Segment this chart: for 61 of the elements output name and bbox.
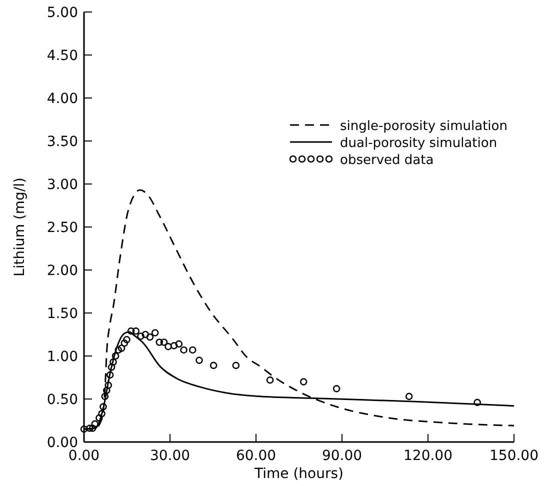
x-tick-label: 150.00 bbox=[490, 448, 538, 464]
point bbox=[405, 392, 413, 400]
point bbox=[474, 398, 481, 406]
y-tick-label: 1.50 bbox=[46, 306, 78, 322]
point bbox=[300, 378, 308, 386]
point bbox=[137, 332, 144, 340]
x-tick-label: 60.00 bbox=[236, 448, 276, 464]
point bbox=[160, 338, 168, 346]
point bbox=[180, 346, 188, 354]
y-tick-label: 2.50 bbox=[46, 220, 78, 236]
x-tick-label: 0.00 bbox=[68, 448, 100, 464]
y-tick-label: 2.00 bbox=[46, 263, 78, 279]
point bbox=[101, 392, 109, 400]
point bbox=[102, 386, 110, 394]
point bbox=[232, 362, 240, 370]
point bbox=[80, 425, 88, 433]
point bbox=[156, 338, 164, 346]
point bbox=[266, 376, 274, 384]
point bbox=[210, 362, 218, 370]
y-tick-label: 0.00 bbox=[46, 435, 78, 451]
x-tick-label: 30.00 bbox=[150, 448, 190, 464]
point bbox=[110, 358, 117, 366]
x-tick-label: 90.00 bbox=[322, 448, 362, 464]
y-tick-label: 4.00 bbox=[46, 91, 78, 107]
point bbox=[114, 346, 122, 354]
point bbox=[151, 329, 159, 336]
point bbox=[188, 346, 196, 354]
point bbox=[98, 410, 106, 418]
point bbox=[106, 371, 114, 379]
y-tick-label: 3.00 bbox=[46, 177, 78, 193]
point bbox=[91, 420, 99, 428]
point bbox=[332, 385, 340, 392]
point bbox=[170, 342, 178, 350]
point bbox=[120, 339, 128, 347]
y-tick-label: 0.50 bbox=[46, 392, 78, 408]
point bbox=[146, 333, 154, 341]
point bbox=[108, 364, 116, 371]
point bbox=[88, 424, 96, 432]
point bbox=[104, 382, 112, 389]
point bbox=[164, 342, 172, 350]
point bbox=[112, 352, 120, 360]
y-tick-label: 5.00 bbox=[46, 5, 78, 21]
legend-label: observed data bbox=[340, 153, 434, 168]
point bbox=[96, 414, 103, 422]
y-tick-label: 1.00 bbox=[46, 349, 78, 365]
point bbox=[100, 403, 107, 410]
y-tick-label: 3.50 bbox=[46, 134, 78, 150]
legend-label: single-porosity simulation bbox=[340, 119, 508, 134]
point bbox=[175, 340, 183, 348]
point bbox=[123, 336, 130, 344]
point bbox=[118, 344, 126, 352]
legend-label: dual-porosity simulation bbox=[340, 136, 498, 151]
point bbox=[127, 327, 135, 335]
point bbox=[86, 424, 94, 432]
x-axis-title: Time (hours) bbox=[254, 466, 344, 482]
x-tick-label: 120.00 bbox=[404, 448, 452, 464]
y-axis-title: Lithium (mg/l) bbox=[12, 178, 28, 276]
point bbox=[142, 330, 149, 338]
y-tick-label: 4.50 bbox=[46, 48, 78, 64]
point bbox=[132, 327, 140, 335]
point bbox=[196, 356, 203, 364]
